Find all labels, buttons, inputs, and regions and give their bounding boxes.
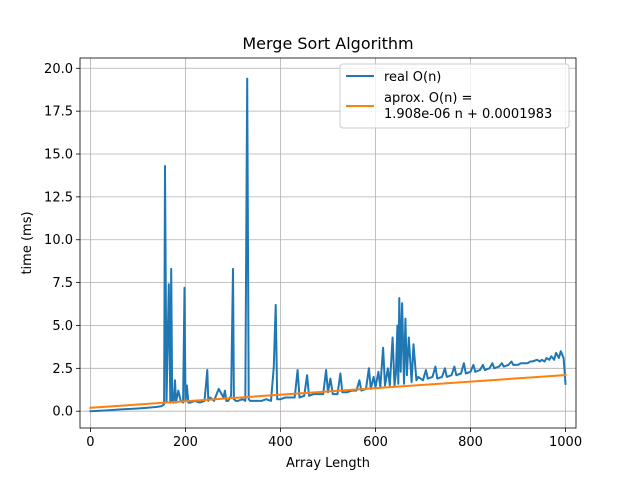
legend-box <box>339 63 570 129</box>
series-layer <box>89 77 567 413</box>
y-tick-label: 5.0 <box>52 319 73 334</box>
legend-label-approx-line1: aprox. O(n) = <box>384 91 472 106</box>
axis-ticks: 0 200 400 600 800 1000 0.0 2.5 5.0 7.5 10.0 12.5 15.… <box>44 62 582 450</box>
legend-label-real: real O(n) <box>384 70 441 85</box>
series-line-approx <box>89 374 567 409</box>
x-tick-label: 1000 <box>549 435 582 450</box>
x-tick-label: 600 <box>363 435 388 450</box>
x-tick-label: 800 <box>458 435 483 450</box>
x-tick-label: 0 <box>86 435 94 450</box>
y-tick-label: 0.0 <box>52 405 73 420</box>
legend: real O(n) aprox. O(n) = 1.908e-06 n + 0.… <box>339 63 570 129</box>
y-tick-label: 15.0 <box>44 148 73 163</box>
legend-label-approx: aprox. O(n) = 1.908e-06 n + 0.0001983 <box>384 91 552 122</box>
x-axis-label: Array Length <box>286 456 370 471</box>
y-tick-label: 20.0 <box>44 62 73 77</box>
y-tick-label: 17.5 <box>44 105 73 120</box>
x-tick-label: 200 <box>173 435 198 450</box>
chart-title: Merge Sort Algorithm <box>242 34 413 53</box>
y-tick-label: 2.5 <box>52 362 73 377</box>
x-tick-label: 400 <box>268 435 293 450</box>
legend-label-approx-line2: 1.908e-06 n + 0.0001983 <box>384 107 552 122</box>
y-tick-label: 7.5 <box>52 276 73 291</box>
y-tick-label: 10.0 <box>44 233 73 248</box>
y-tick-label: 12.5 <box>44 190 73 205</box>
plot-frame <box>79 57 577 429</box>
y-axis-label: time (ms) <box>20 211 35 274</box>
